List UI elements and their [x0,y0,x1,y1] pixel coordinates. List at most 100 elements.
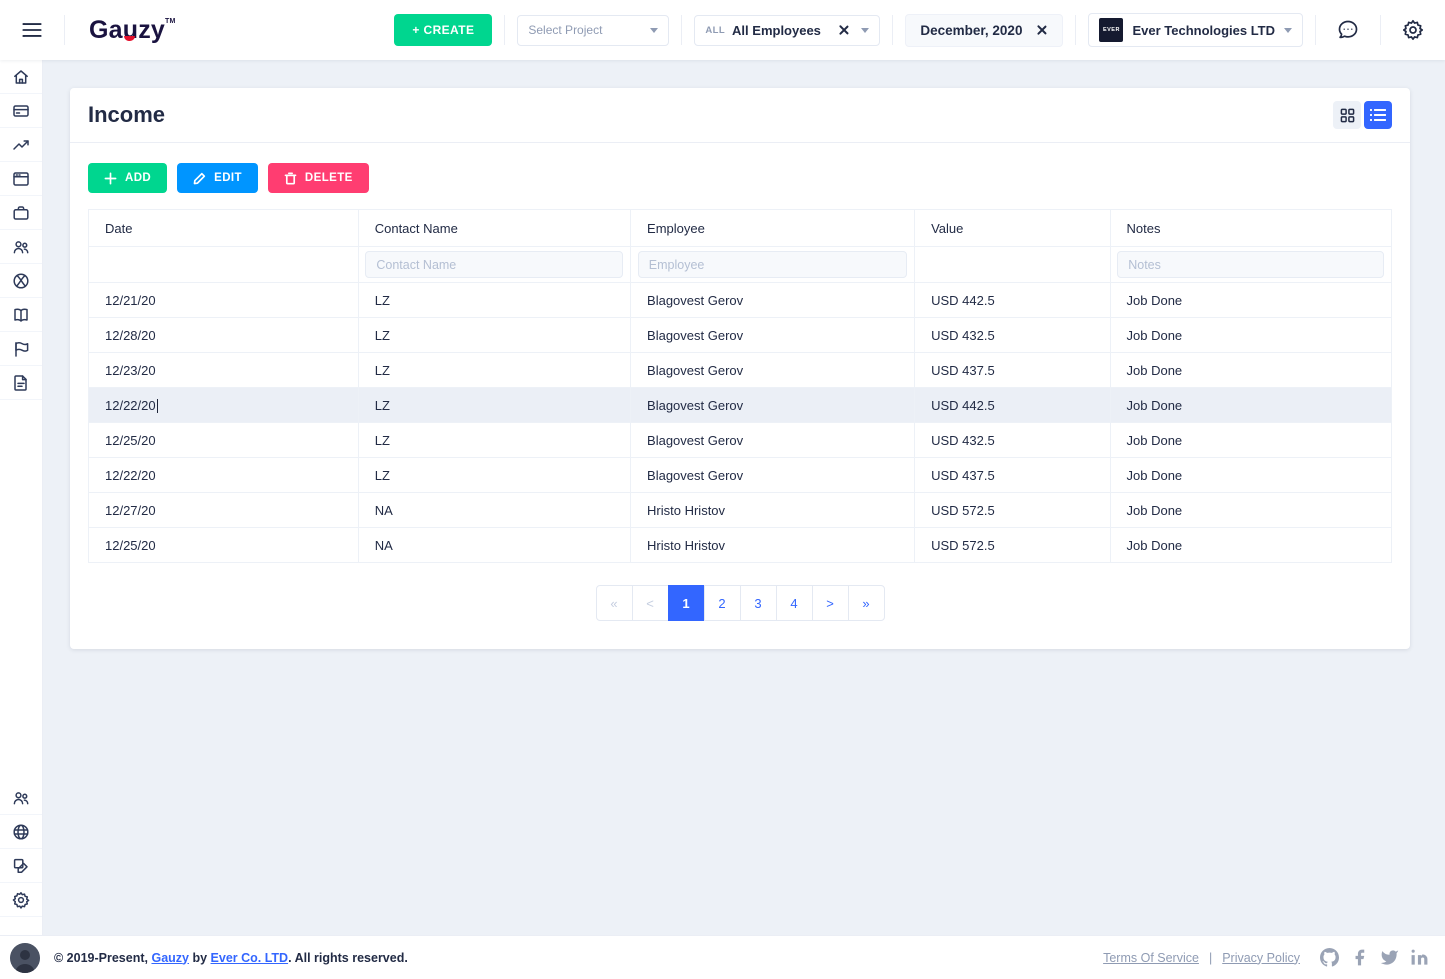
table-row[interactable]: 12/23/20 LZ Blagovest Gerov USD 437.5 Jo… [88,352,1393,388]
sidebar-item-employees[interactable] [0,230,42,264]
employees-select[interactable]: ALL All Employees [694,14,881,46]
table-row[interactable]: 12/22/20 LZ Blagovest Gerov USD 437.5 Jo… [88,457,1393,493]
cell-value: USD 442.5 [914,387,1111,423]
chat-button[interactable] [1328,10,1368,50]
github-icon[interactable] [1320,948,1339,967]
logo-red-accent [124,35,135,41]
cell-date: 12/22/20 [88,457,359,493]
settings-gear-icon [12,891,30,909]
linkedin-icon[interactable] [1410,948,1429,967]
terms-of-service-link[interactable]: Terms Of Service [1103,950,1199,965]
table-row-selected[interactable]: 12/22/20 LZ Blagovest Gerov USD 442.5 Jo… [88,387,1393,423]
cell-value: USD 432.5 [914,317,1111,353]
column-header-employee[interactable]: Employee [630,209,916,247]
cell-notes: Job Done [1109,317,1393,353]
date-range-select[interactable]: December, 2020 [905,13,1064,47]
cell-date: 12/21/20 [88,282,359,318]
copyright-prefix: © 2019-Present, [54,950,152,965]
pagination-next[interactable]: > [811,585,849,621]
card-header: Income [70,88,1410,143]
pagination-page-2[interactable]: 2 [703,585,741,621]
organization-select[interactable]: EVER Ever Technologies LTD [1088,13,1303,47]
cell-notes: Job Done [1109,527,1393,563]
cell-contact: LZ [357,352,632,388]
pagination-page-1[interactable]: 1 [667,585,705,621]
ever-co-link[interactable]: Ever Co. LTD [210,950,289,965]
cell-contact: LZ [357,422,632,458]
cell-value: USD 437.5 [914,457,1111,493]
user-avatar[interactable] [10,942,40,973]
sidebar-item-jobs[interactable] [0,196,42,230]
facebook-icon[interactable] [1350,948,1369,967]
page-title: Income [88,102,166,127]
twitter-icon[interactable] [1380,948,1399,967]
cell-employee: Hristo Hristov [630,492,916,528]
cell-date: 12/23/20 [88,352,359,388]
contact-filter-cell [357,246,632,283]
sidebar-item-goals[interactable] [0,332,42,366]
book-open-icon [14,308,28,322]
list-view-button[interactable] [1364,101,1392,129]
privacy-policy-link[interactable]: Privacy Policy [1222,950,1300,965]
grid-view-icon [1340,108,1354,122]
sidebar-item-sales[interactable] [0,128,42,162]
sidebar-item-knowledge-base[interactable] [0,298,42,332]
cell-notes: Job Done [1109,352,1393,388]
sidebar-item-contacts[interactable] [0,264,42,298]
column-header-notes[interactable]: Notes [1109,209,1393,247]
content-area: Income [43,60,1445,935]
sidebar-item-users[interactable] [0,781,42,815]
text-caret [156,398,159,413]
table-row[interactable]: 12/27/20 NA Hristo Hristov USD 572.5 Job… [88,492,1393,528]
grid-view-button[interactable] [1333,101,1361,129]
cell-employee: Blagovest Gerov [630,352,916,388]
employee-filter-cell [630,246,916,283]
gauzy-link[interactable]: Gauzy [151,950,189,965]
top-bar: GauzyTM + CREATE Select Project ALL All … [0,0,1445,60]
cell-value: USD 572.5 [914,527,1111,563]
pagination-prev[interactable]: < [631,585,669,621]
add-button[interactable]: ADD [88,163,168,193]
pagination-page-3[interactable]: 3 [739,585,777,621]
sidebar-item-reports[interactable] [0,366,42,400]
table-row[interactable]: 12/25/20 NA Hristo Hristov USD 572.5 Job… [88,527,1393,563]
pagination-last[interactable]: » [847,585,885,621]
table-row[interactable]: 12/25/20 LZ Blagovest Gerov USD 432.5 Jo… [88,422,1393,458]
clear-employees-icon[interactable] [838,24,850,36]
add-button-label: ADD [125,172,152,184]
settings-button[interactable] [1393,10,1433,50]
sidebar-item-dashboard[interactable] [0,60,42,94]
action-buttons: ADD EDIT DELETE [88,163,1392,193]
create-button[interactable]: + CREATE [394,14,493,46]
people-icon [13,240,29,253]
column-header-date[interactable]: Date [88,209,359,247]
file-text-icon [14,374,27,391]
sidebar-item-tasks[interactable] [0,162,42,196]
column-header-contact-name[interactable]: Contact Name [357,209,632,247]
edit-button[interactable]: EDIT [177,163,258,193]
hamburger-menu-button[interactable] [12,10,52,50]
table-row[interactable]: 12/21/20 LZ Blagovest Gerov USD 442.5 Jo… [88,282,1393,318]
sidebar-item-accounting[interactable] [0,94,42,128]
table-row[interactable]: 12/28/20 LZ Blagovest Gerov USD 432.5 Jo… [88,317,1393,353]
sidebar-item-themes[interactable] [0,849,42,883]
divider [681,15,683,45]
notes-filter-input[interactable] [1117,251,1385,278]
cell-employee: Blagovest Gerov [630,422,916,458]
delete-button[interactable]: DELETE [267,163,369,193]
plus-icon [104,172,117,184]
pagination-first[interactable]: « [595,585,633,621]
pagination-page-4[interactable]: 4 [775,585,813,621]
briefcase-icon [13,205,29,220]
project-select-placeholder: Select Project [528,23,603,37]
column-header-value[interactable]: Value [914,209,1111,247]
gear-icon [1402,19,1424,41]
sidebar-item-settings[interactable] [0,883,42,917]
app-logo[interactable]: GauzyTM [89,16,176,45]
project-select[interactable]: Select Project [517,14,670,46]
sidebar-item-languages[interactable] [0,815,42,849]
avatar-silhouette-icon [10,942,40,973]
contact-name-filter-input[interactable] [365,251,624,278]
employee-filter-input[interactable] [637,251,908,278]
clear-date-icon[interactable] [1036,24,1048,36]
